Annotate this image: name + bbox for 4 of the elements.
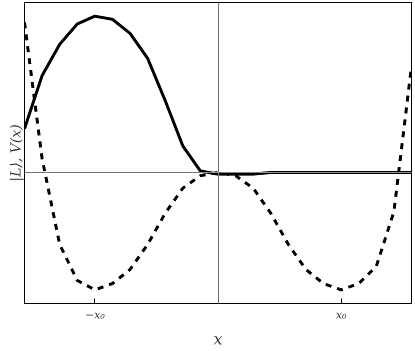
x-axis-title: x (213, 330, 223, 348)
x-tick-label: x₀ (336, 308, 348, 322)
y-axis-title: |L⟩, V(x) (8, 124, 24, 182)
x-tick-label: −x₀ (84, 308, 106, 322)
